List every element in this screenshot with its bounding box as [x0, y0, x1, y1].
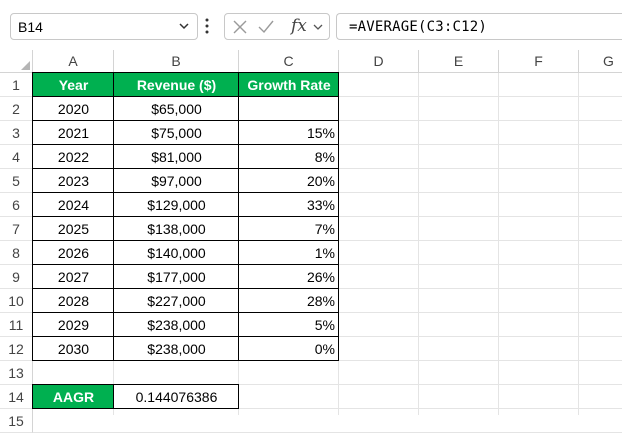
table-cell[interactable]: 0% [314, 341, 335, 357]
table-cell[interactable]: $81,000 [151, 149, 202, 165]
table-cell[interactable]: $238,000 [147, 317, 206, 333]
aagr-label-cell[interactable]: AAGR [33, 385, 114, 409]
table-cell[interactable]: 2020 [57, 101, 90, 117]
row-header-4[interactable]: 4 [0, 145, 33, 169]
column-header-f[interactable]: F [499, 50, 579, 73]
formula-input[interactable]: =AVERAGE(C3:C12) [336, 13, 622, 40]
formula-bar: B14 fx =AVERAGE(C3:C12) [0, 0, 622, 48]
table-cell[interactable]: 2029 [57, 317, 90, 333]
gridline [578, 73, 579, 415]
row-header-2[interactable]: 2 [0, 97, 33, 121]
gridline [498, 73, 499, 415]
row-header-12[interactable]: 12 [0, 337, 33, 361]
table-cell[interactable]: 2027 [57, 269, 90, 285]
table-cell[interactable]: 28% [306, 293, 335, 309]
more-options-icon[interactable] [205, 17, 209, 35]
table-cell[interactable]: $140,000 [147, 245, 206, 261]
table-cell[interactable]: 5% [314, 317, 335, 333]
column-header-g[interactable]: G [579, 50, 622, 73]
row-header-9[interactable]: 9 [0, 265, 33, 289]
table-cell[interactable]: 2021 [57, 125, 90, 141]
row-header-15[interactable]: 15 [0, 409, 33, 433]
column-header-a[interactable]: A [33, 50, 114, 73]
row-header-7[interactable]: 7 [0, 217, 33, 241]
name-box-value: B14 [18, 19, 43, 35]
table-cell[interactable]: 2026 [57, 245, 90, 261]
gridline [33, 384, 622, 385]
table-cell[interactable]: $65,000 [151, 101, 202, 117]
table-cell[interactable]: 2022 [57, 149, 90, 165]
table-header-cell[interactable]: Year [33, 73, 114, 97]
row-header-14[interactable]: 14 [0, 385, 33, 409]
row-header-11[interactable]: 11 [0, 313, 33, 337]
table-header-cell[interactable]: Growth Rate [239, 73, 339, 97]
table-cell[interactable]: $97,000 [151, 173, 202, 189]
row-header-8[interactable]: 8 [0, 241, 33, 265]
table-cell[interactable]: $75,000 [151, 125, 202, 141]
row-header-1[interactable]: 1 [0, 73, 33, 97]
column-header-d[interactable]: D [339, 50, 419, 73]
table-cell[interactable]: $177,000 [147, 269, 206, 285]
table-cell[interactable]: 2025 [57, 221, 90, 237]
row-header-6[interactable]: 6 [0, 193, 33, 217]
table-header-cell[interactable]: Revenue ($) [114, 73, 239, 97]
table-cell[interactable]: 33% [306, 197, 335, 213]
row-header-10[interactable]: 10 [0, 289, 33, 313]
row-header-5[interactable]: 5 [0, 169, 33, 193]
enter-check-icon[interactable] [257, 18, 275, 36]
aagr-value-cell[interactable]: 0.144076386 [135, 389, 218, 405]
table-cell[interactable]: $238,000 [147, 341, 206, 357]
row-header-13[interactable]: 13 [0, 361, 33, 385]
table-cell[interactable] [239, 97, 339, 121]
column-header-c[interactable]: C [239, 50, 339, 73]
table-cell[interactable]: 2024 [57, 197, 90, 213]
formula-controls: fx [224, 13, 330, 40]
column-header-e[interactable]: E [419, 50, 499, 73]
name-box[interactable]: B14 [10, 13, 198, 40]
table-cell[interactable]: 20% [306, 173, 335, 189]
table-cell[interactable]: 8% [314, 149, 335, 165]
gridline [418, 73, 419, 415]
formula-text: =AVERAGE(C3:C12) [349, 19, 488, 35]
table-cell[interactable]: 26% [306, 269, 335, 285]
table-cell[interactable]: $227,000 [147, 293, 206, 309]
cancel-icon[interactable] [231, 18, 249, 36]
table-cell[interactable]: 1% [314, 245, 335, 261]
chevron-down-icon[interactable] [311, 20, 325, 34]
table-cell[interactable]: 15% [306, 125, 335, 141]
table-cell[interactable]: 2023 [57, 173, 90, 189]
table-cell[interactable]: $129,000 [147, 197, 206, 213]
table-cell[interactable]: 2030 [57, 341, 90, 357]
table-cell[interactable]: 2028 [57, 293, 90, 309]
row-header-3[interactable]: 3 [0, 121, 33, 145]
gridline [33, 408, 622, 409]
column-header-b[interactable]: B [114, 50, 239, 73]
table-cell[interactable]: 7% [314, 221, 335, 237]
select-all-corner[interactable] [0, 50, 33, 73]
chevron-down-icon[interactable] [177, 19, 191, 33]
table-cell[interactable]: $138,000 [147, 221, 206, 237]
insert-function-button[interactable]: fx [291, 16, 307, 36]
